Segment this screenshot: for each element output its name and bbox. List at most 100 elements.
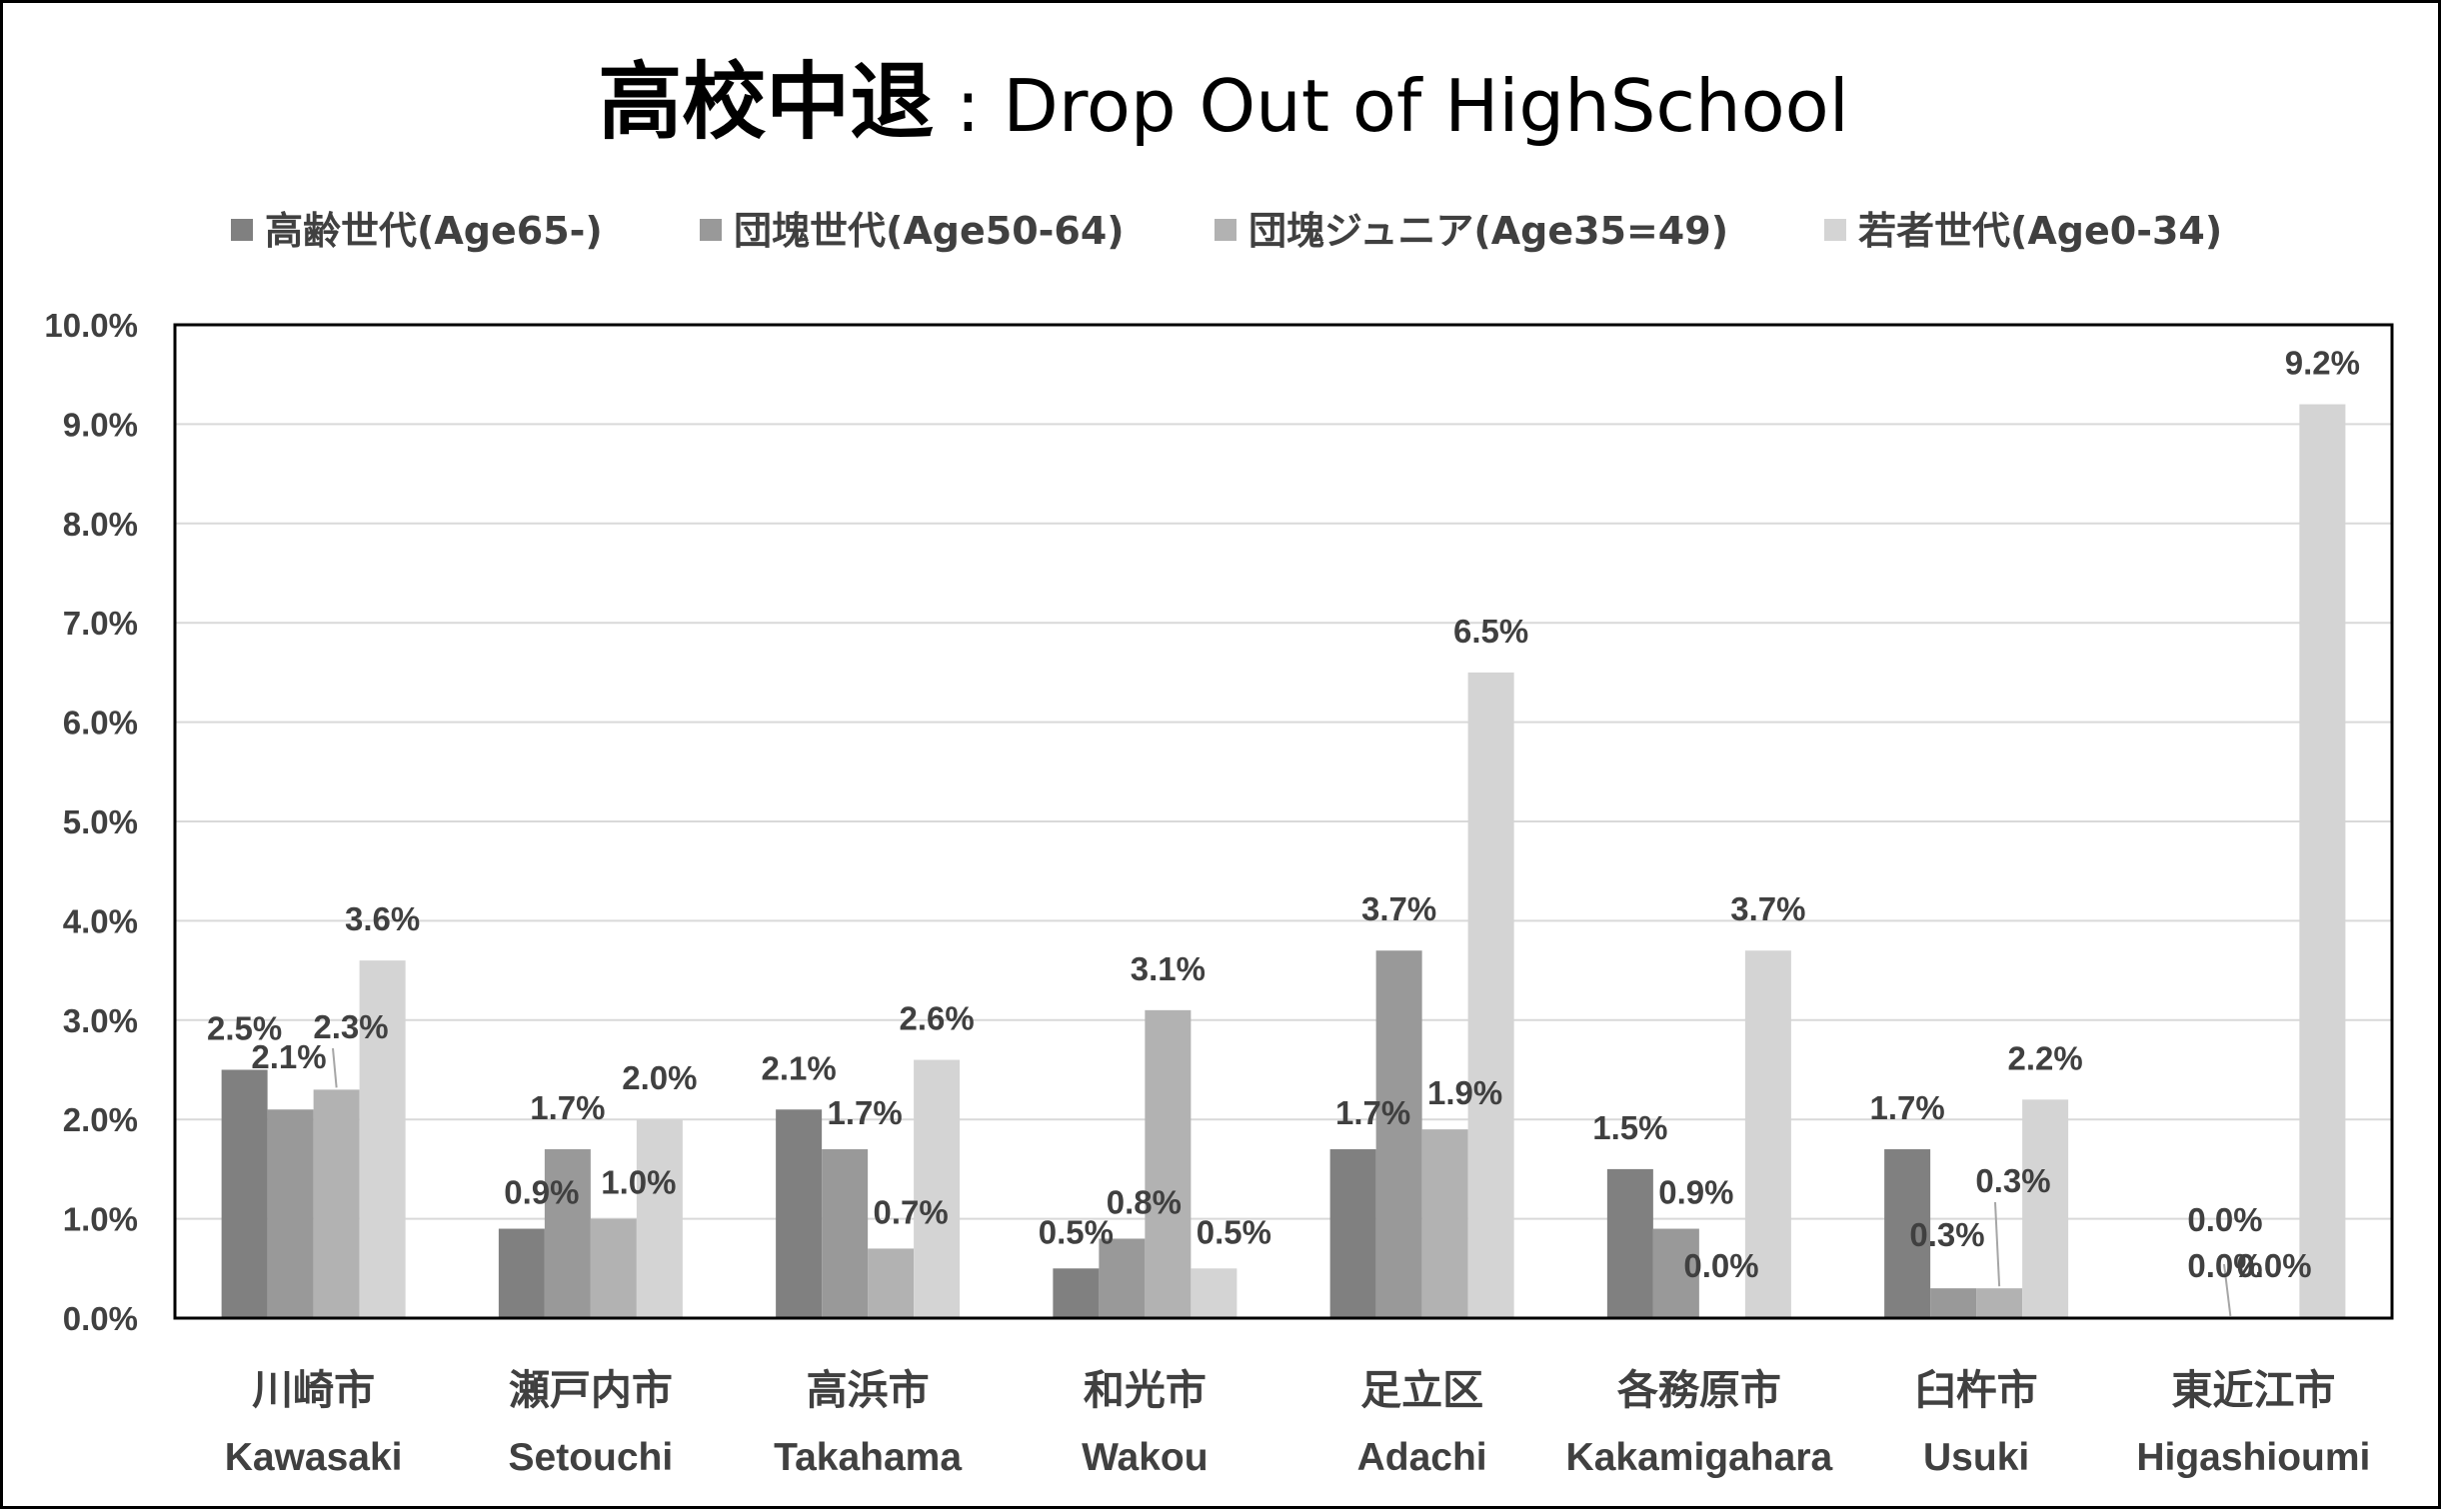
data-label: 0.0% bbox=[2187, 1201, 2262, 1238]
bars bbox=[221, 404, 2346, 1318]
chart-title: 高校中退: Drop Out of HighSchool bbox=[598, 53, 1848, 151]
y-tick-label: 10.0% bbox=[44, 307, 138, 344]
legend-swatch bbox=[231, 219, 253, 241]
x-tick-label: 高浜市 bbox=[807, 1366, 930, 1414]
x-tick-label: Higashioumi bbox=[2136, 1436, 2370, 1479]
x-tick-label: Wakou bbox=[1082, 1436, 1208, 1479]
data-label: 0.9% bbox=[504, 1174, 579, 1211]
bar bbox=[1467, 672, 1514, 1318]
y-tick-label: 9.0% bbox=[63, 406, 138, 443]
x-tick-label: 東近江市 bbox=[2171, 1366, 2335, 1414]
legend-label: 高齢世代(Age65-) bbox=[265, 209, 603, 253]
data-label: 2.1% bbox=[762, 1049, 837, 1086]
data-label: 0.7% bbox=[874, 1193, 949, 1230]
data-label: 3.1% bbox=[1131, 950, 1206, 987]
legend-swatch bbox=[700, 219, 722, 241]
x-tick-label: 和光市 bbox=[1084, 1366, 1207, 1414]
legend-swatch bbox=[1215, 219, 1236, 241]
data-label: 0.5% bbox=[1039, 1213, 1114, 1250]
x-tick-label: Usuki bbox=[1923, 1436, 2029, 1479]
y-tick-label: 4.0% bbox=[63, 902, 138, 939]
x-tick-label: 川崎市 bbox=[252, 1366, 375, 1414]
bar bbox=[1884, 1149, 1931, 1318]
bar bbox=[1421, 1129, 1468, 1318]
plot-area-border bbox=[173, 323, 2394, 1320]
bar bbox=[1099, 1238, 1146, 1318]
data-label: 1.7% bbox=[828, 1094, 903, 1131]
data-label: 0.0% bbox=[2187, 1247, 2262, 1284]
bar bbox=[636, 1119, 683, 1318]
data-label: 3.7% bbox=[1361, 890, 1436, 927]
y-tick-label: 6.0% bbox=[63, 705, 138, 742]
x-tick-label: Adachi bbox=[1357, 1436, 1487, 1479]
y-tick-label: 1.0% bbox=[63, 1201, 138, 1238]
gridlines bbox=[175, 423, 2392, 1220]
data-label: 2.1% bbox=[251, 1038, 326, 1075]
legend-label: 若者世代(Age0-34) bbox=[1858, 209, 2222, 253]
bar bbox=[776, 1109, 823, 1318]
data-label: 2.0% bbox=[622, 1059, 697, 1096]
bar bbox=[313, 1089, 360, 1318]
data-label: 0.3% bbox=[1909, 1216, 1984, 1253]
leader-lines bbox=[332, 1047, 2232, 1317]
data-label: 1.9% bbox=[1427, 1074, 1502, 1111]
data-label: 1.0% bbox=[601, 1164, 676, 1201]
x-tick-label: Takahama bbox=[774, 1436, 962, 1479]
x-axis: 川崎市 Kawasaki 瀬戸内市 Setouchi 高浜市 Takahama 和光市 Wak… bbox=[175, 1317, 2392, 1479]
bar bbox=[544, 1149, 591, 1318]
legend-label: 団塊世代(Age50-64) bbox=[734, 209, 1125, 253]
bar bbox=[1329, 1149, 1376, 1318]
x-tick-label: Kakamigahara bbox=[1566, 1436, 1833, 1479]
bar bbox=[359, 960, 406, 1318]
bar bbox=[2022, 1099, 2069, 1318]
bar bbox=[1145, 1009, 1192, 1318]
x-tick-label: Kawasaki bbox=[225, 1436, 403, 1479]
bar bbox=[1053, 1268, 1100, 1318]
bar bbox=[1191, 1268, 1237, 1318]
data-label: 2.2% bbox=[2008, 1039, 2083, 1076]
data-label: 1.7% bbox=[1870, 1089, 1945, 1126]
data-label: 1.5% bbox=[1592, 1109, 1667, 1146]
y-tick-label: 3.0% bbox=[63, 1002, 138, 1039]
data-label: 0.3% bbox=[1975, 1162, 2050, 1199]
bar bbox=[822, 1149, 869, 1318]
data-labels: 2.5% 0.9% 2.1% 0.5% 1.7% 1.5% 1.7% 0.0% 2.1% 1.7%… bbox=[207, 345, 2360, 1284]
data-label: 0.5% bbox=[1197, 1213, 1271, 1250]
x-tick-label: Setouchi bbox=[509, 1436, 674, 1479]
data-label: 9.2% bbox=[2285, 345, 2360, 382]
data-label: 2.5% bbox=[207, 1010, 282, 1047]
bar bbox=[1606, 1168, 1653, 1318]
x-tick-label: 足立区 bbox=[1360, 1366, 1483, 1414]
y-tick-label: 8.0% bbox=[63, 506, 138, 543]
bar bbox=[267, 1109, 314, 1318]
data-label: 0.0% bbox=[2236, 1247, 2311, 1284]
bar bbox=[590, 1218, 637, 1318]
x-tick-label: 臼杵市 bbox=[1915, 1366, 2038, 1414]
bar bbox=[2299, 404, 2346, 1318]
data-label: 1.7% bbox=[530, 1089, 605, 1126]
bar bbox=[1652, 1228, 1699, 1318]
y-axis: 0.0% 1.0% 2.0% 3.0% 4.0% 5.0% 6.0% 7.0% 8.0% 9.0%… bbox=[44, 307, 138, 1337]
bar bbox=[1930, 1288, 1977, 1318]
legend: 高齢世代(Age65-) 団塊世代(Age50-64) 団塊ジュニア(Age35=4… bbox=[231, 209, 2222, 253]
x-tick-label: 各務原市 bbox=[1617, 1366, 1781, 1414]
y-tick-label: 5.0% bbox=[63, 803, 138, 840]
y-tick-label: 2.0% bbox=[63, 1101, 138, 1138]
bar bbox=[914, 1059, 961, 1318]
data-label: 3.7% bbox=[1730, 890, 1805, 927]
leader-line bbox=[2223, 1263, 2232, 1317]
bar bbox=[868, 1248, 915, 1318]
data-label: 3.6% bbox=[345, 900, 420, 937]
y-tick-label: 0.0% bbox=[63, 1300, 138, 1337]
data-label: 6.5% bbox=[1453, 613, 1528, 650]
data-label: 1.7% bbox=[1335, 1094, 1410, 1131]
data-label: 2.6% bbox=[900, 1000, 975, 1037]
chart-svg: 高校中退: Drop Out of HighSchool 高齢世代(Age65-… bbox=[44, 53, 2394, 1479]
chart-title-sub: : Drop Out of HighSchool bbox=[956, 64, 1848, 148]
bar bbox=[221, 1069, 268, 1318]
bar bbox=[498, 1228, 545, 1318]
legend-label: 団塊ジュニア(Age35=49) bbox=[1248, 209, 1728, 253]
bar bbox=[1744, 950, 1791, 1318]
data-label: 2.3% bbox=[313, 1008, 388, 1045]
